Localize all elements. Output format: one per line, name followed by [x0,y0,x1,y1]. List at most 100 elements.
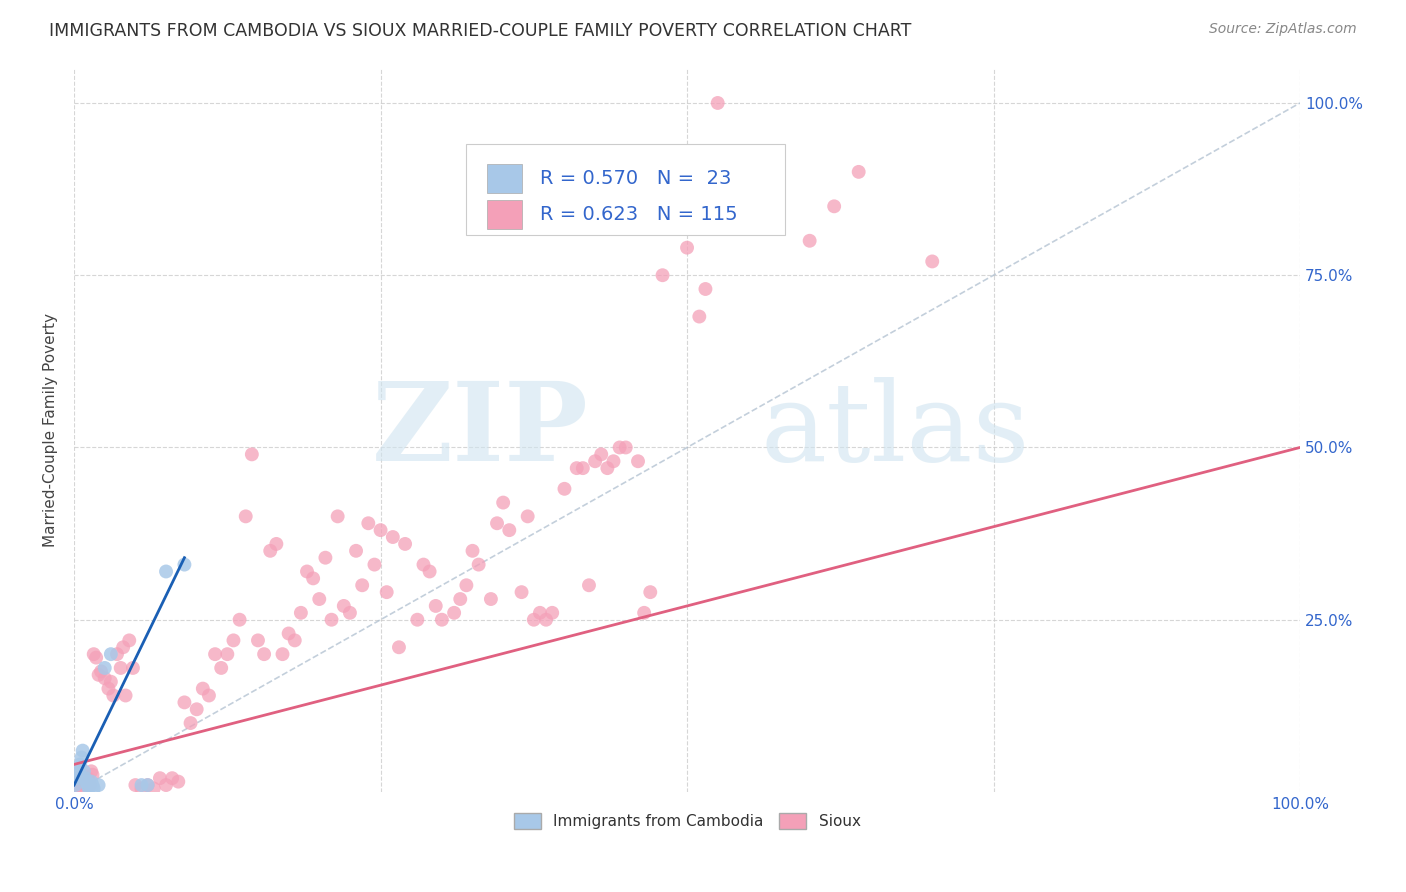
Point [75,778,97,792]
Point [700,193,723,207]
Point [110,661,132,675]
Point [80,774,103,789]
Point [131,781,153,796]
Point [339,606,361,620]
Point [65,778,87,792]
Point [363,558,385,572]
Point [541,606,564,620]
Point [461,544,484,558]
Point [443,606,465,620]
Point [66,771,89,785]
Point [83,647,105,661]
Point [93,661,115,675]
Point [572,461,595,475]
Point [344,544,367,558]
Point [240,447,263,461]
Point [640,585,662,599]
Point [352,578,374,592]
Point [79,778,101,792]
Point [112,640,135,655]
Point [136,778,159,792]
Point [823,199,845,213]
Point [105,647,128,661]
Point [66,768,89,782]
Point [602,454,624,468]
Point [321,613,343,627]
Point [77,774,100,789]
Point [70,750,93,764]
Point [160,771,183,785]
Point [82,778,104,792]
Point [333,599,356,613]
Point [266,537,288,551]
Point [302,571,325,585]
Point [271,647,294,661]
Point [388,640,411,655]
Point [706,95,728,110]
Point [456,578,478,592]
Point [695,282,717,296]
Point [406,613,429,627]
Point [76,771,98,785]
Point [79,778,101,792]
Point [65,771,87,785]
Point [259,544,281,558]
Point [173,695,195,709]
Point [209,661,232,675]
Text: R = 0.570   N =  23: R = 0.570 N = 23 [540,169,731,188]
Point [100,647,122,661]
Point [84,650,107,665]
Point [658,165,681,179]
Point [688,310,710,324]
Text: ZIP: ZIP [373,376,589,483]
Point [72,744,94,758]
Point [67,764,90,779]
Point [425,599,447,613]
Point [72,771,94,785]
Point [578,578,600,592]
Point [486,516,509,531]
Point [75,771,97,785]
Point [65,778,87,792]
Point [149,771,172,785]
Point [82,768,104,782]
Point [90,665,112,679]
Point [290,606,312,620]
Point [326,509,349,524]
Point [523,613,546,627]
Point [510,585,533,599]
Point [553,482,575,496]
Point [314,550,336,565]
Point [467,558,489,572]
Point [80,764,103,779]
Point [217,647,239,661]
Point [627,454,650,468]
Point [614,441,637,455]
Point [277,626,299,640]
Bar [488,164,522,193]
Point [97,681,120,696]
Point [633,606,655,620]
Point [198,689,221,703]
Point [73,764,96,779]
Point [235,509,257,524]
Point [180,716,202,731]
Point [498,523,520,537]
Text: atlas: atlas [761,376,1031,483]
Point [222,633,245,648]
Point [921,254,943,268]
Bar [488,200,522,229]
Point [651,268,673,283]
Point [155,565,177,579]
Point [308,592,330,607]
Point [492,495,515,509]
Point [375,585,398,599]
Point [583,454,606,468]
Point [253,647,276,661]
Point [381,530,404,544]
Point [67,774,90,789]
Point [246,633,269,648]
Point [479,592,502,607]
Point [118,633,141,648]
Point [848,165,870,179]
